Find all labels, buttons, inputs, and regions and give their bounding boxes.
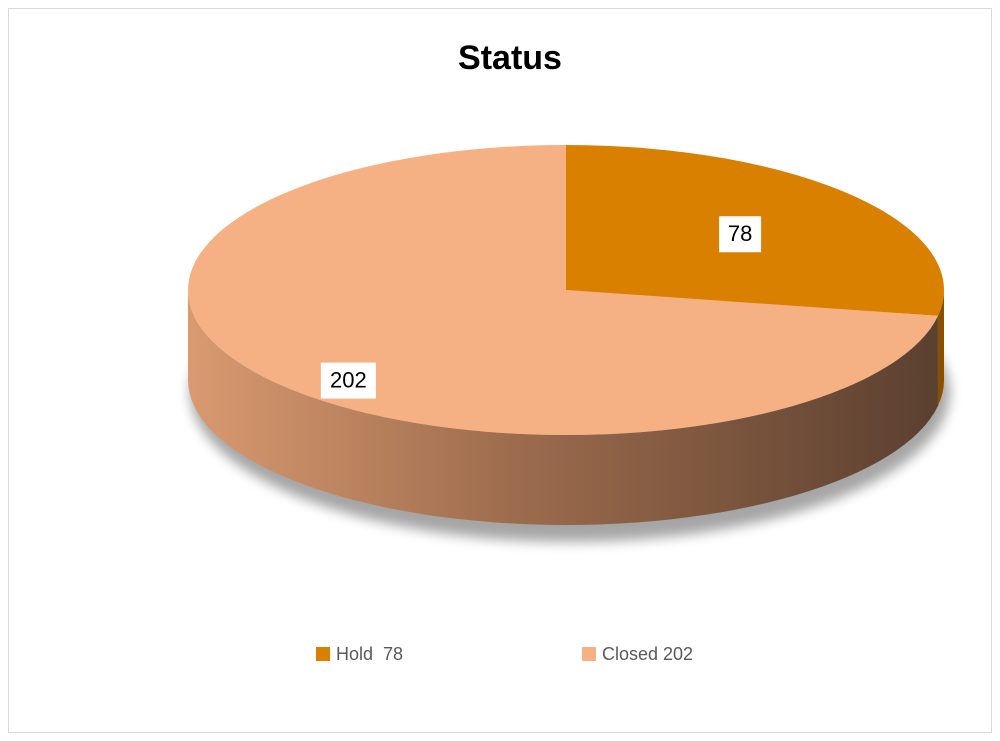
legend-swatch	[582, 647, 596, 661]
slice-side	[937, 290, 944, 406]
data-label-box	[320, 362, 376, 399]
legend: Hold 78 Closed 202	[316, 644, 693, 664]
legend-swatch	[316, 647, 330, 661]
data-label-box	[719, 216, 762, 253]
pie: 78 202	[187, 145, 945, 526]
chart-title: Status	[458, 39, 562, 77]
legend-label: Hold 78	[336, 644, 403, 664]
data-label: 202	[330, 367, 367, 392]
slice	[187, 145, 938, 435]
legend-label: Closed 202	[602, 644, 693, 664]
data-label: 78	[728, 221, 752, 246]
slice-side	[188, 290, 938, 526]
